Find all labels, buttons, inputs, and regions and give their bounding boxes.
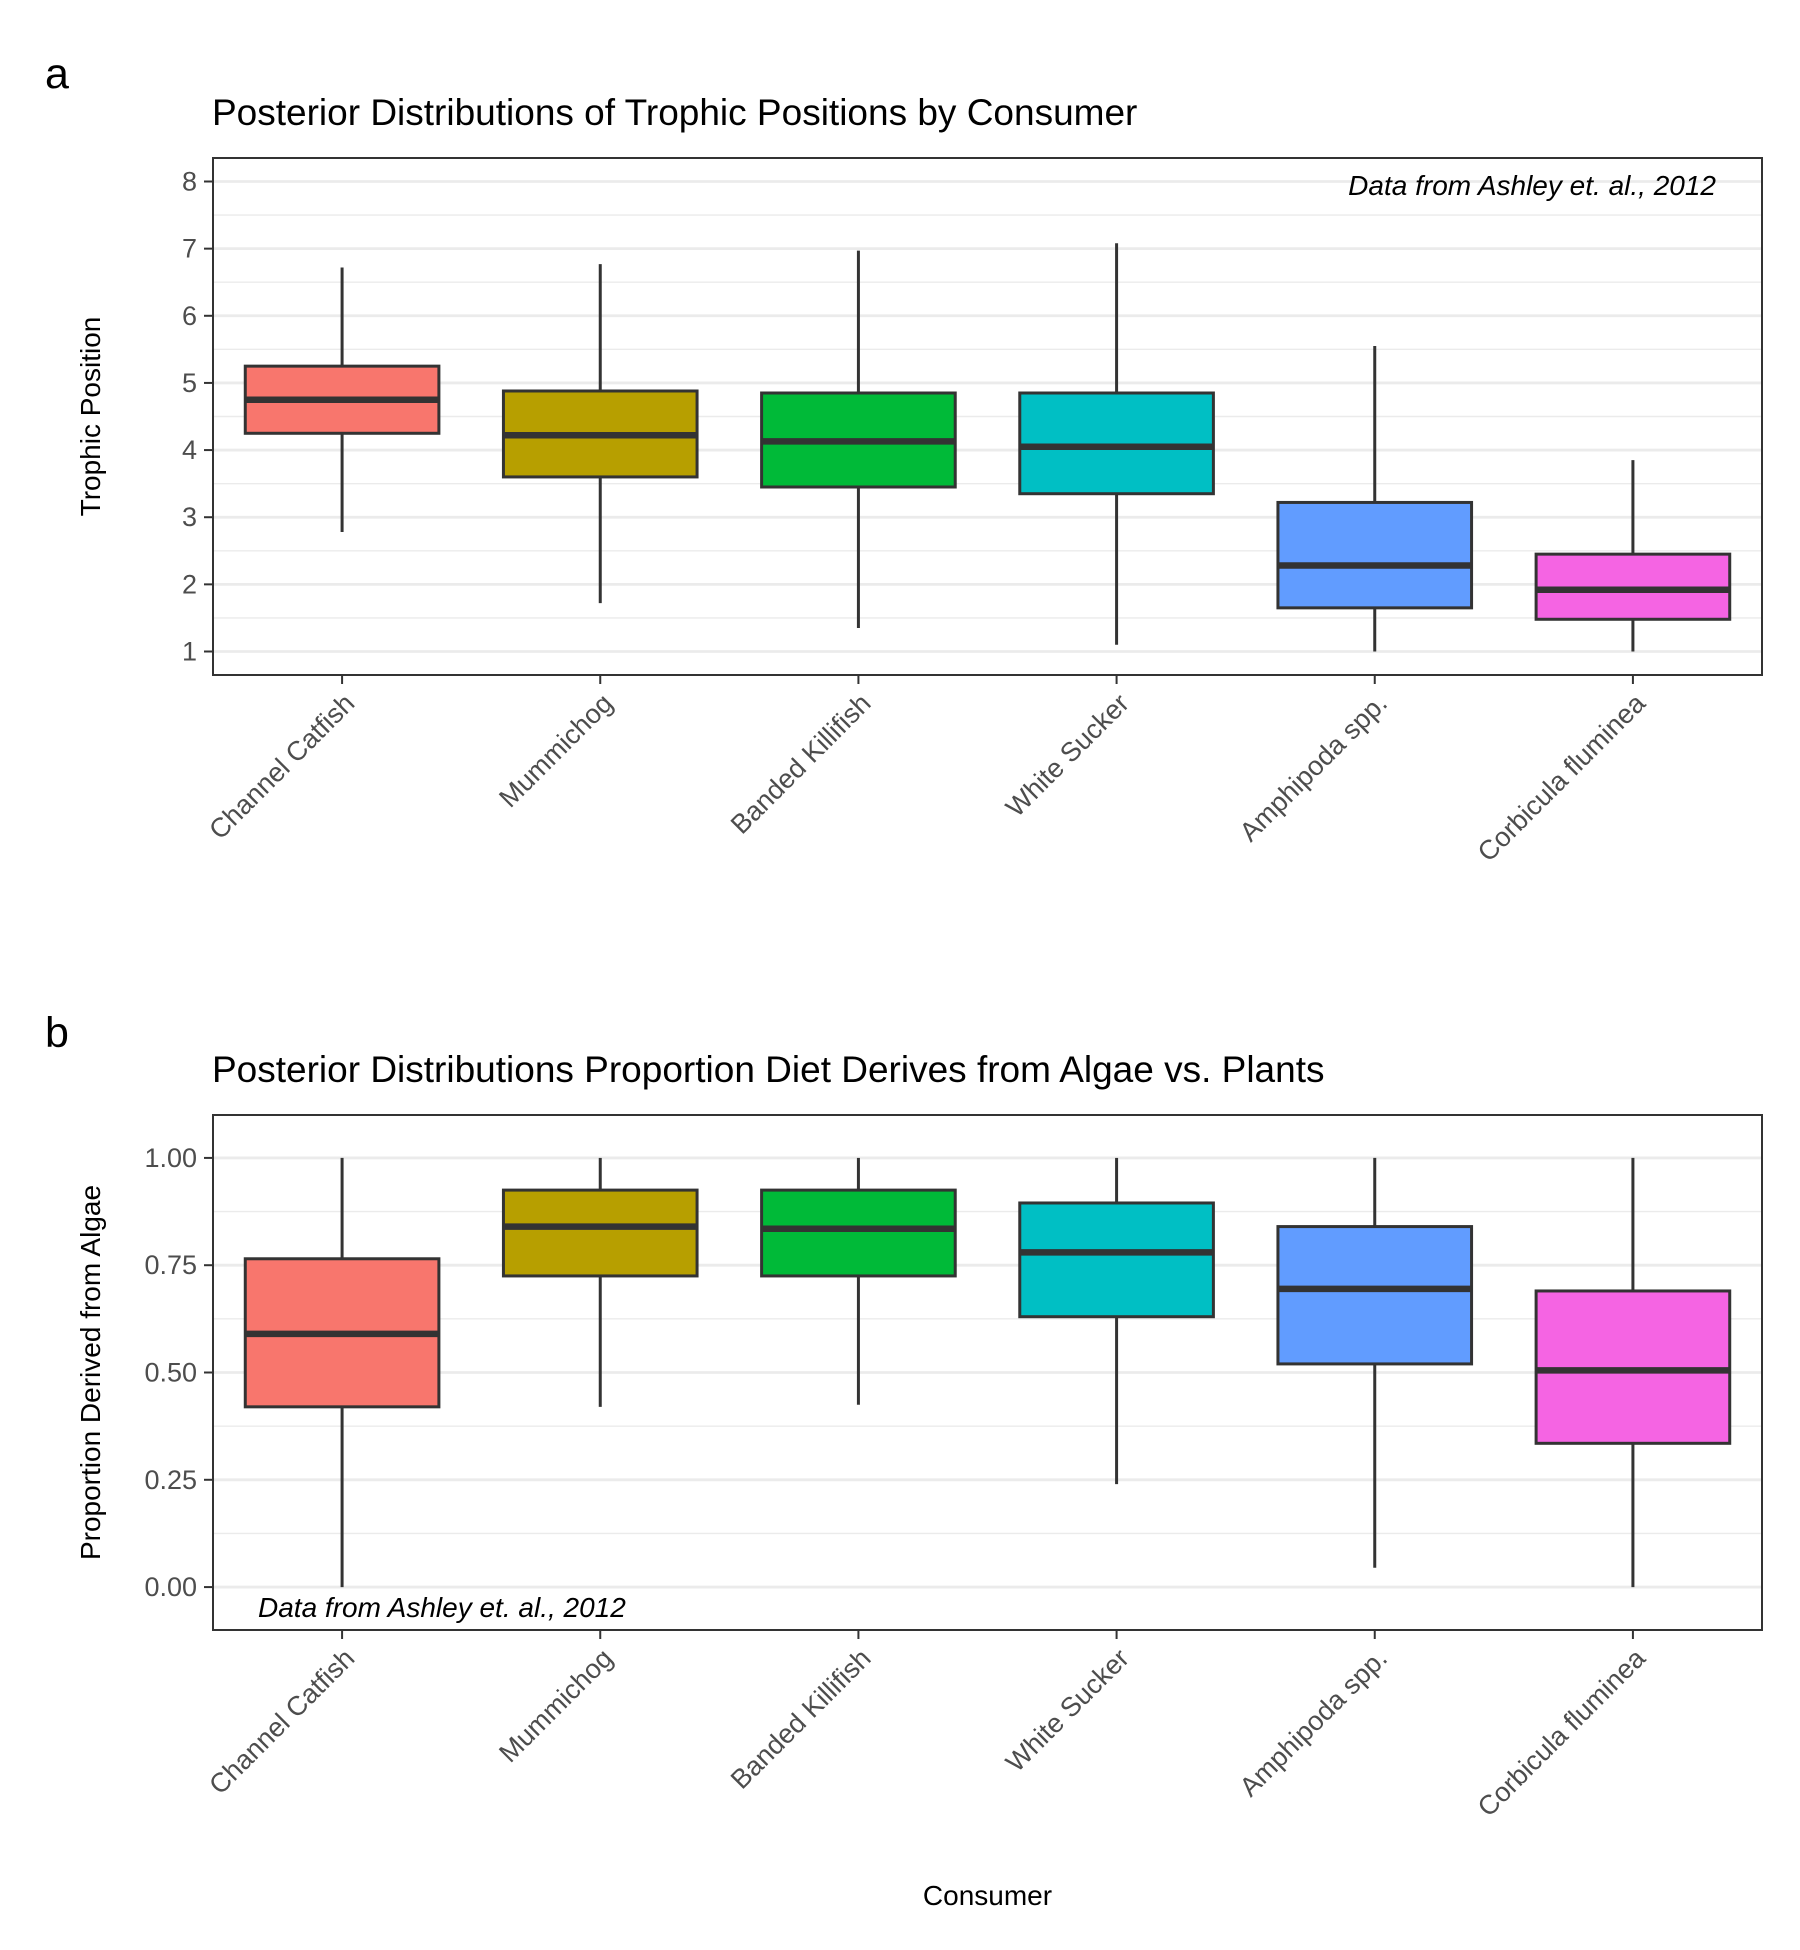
panel-a-panel-border: [212, 157, 1763, 676]
panel-a-box: [1018, 391, 1215, 496]
panel-b-y-tick-label: 0.00: [144, 1572, 197, 1602]
panel-a-x-tick-label: White Sucker: [1000, 688, 1135, 823]
panel-b-y-axis-title: Proportion Derived from Algae: [75, 1185, 106, 1560]
panel-a-letter: a: [45, 50, 69, 98]
panel-b-box: [1018, 1201, 1215, 1319]
panel-b-x-tick-label: Banded Killifish: [725, 1643, 877, 1795]
panel-a-y-tick-label: 4: [182, 435, 197, 465]
panel-b-x-tick-label: Corbicula fluminea: [1472, 1642, 1652, 1822]
panel-a-y-tick-label: 1: [182, 637, 197, 667]
panel-b-box: [1276, 1225, 1474, 1366]
panel-a-y-tick-label: 7: [182, 234, 197, 264]
panel-b-letter: b: [45, 1009, 69, 1057]
panel-a-x-tick-label: Mummichog: [493, 688, 618, 813]
panel-a-annotation: Data from Ashley et. al., 2012: [1348, 170, 1716, 201]
panel-b-panel-border: [212, 1114, 1763, 1631]
panel-b-annotation: Data from Ashley et. al., 2012: [258, 1592, 626, 1623]
panel-b-y-tick-label: 0.50: [144, 1358, 197, 1388]
panel-a-y-axis-title: Trophic Position: [75, 317, 106, 517]
panel-b-y-tick-label: 0.25: [144, 1465, 197, 1495]
panel-b-x-tick-label: Mummichog: [493, 1643, 618, 1768]
panel-a-box: [1276, 500, 1474, 610]
panel-a-x-tick-label: Channel Catfish: [203, 688, 360, 845]
panel-a-x-tick-label: Amphipoda spp.: [1234, 688, 1393, 847]
panel-b-x-tick-label: Channel Catfish: [203, 1643, 360, 1800]
panel-a-y-tick-label: 2: [182, 569, 197, 599]
panel-b-y-tick-label: 0.75: [144, 1250, 197, 1280]
panel-a-y-tick-label: 3: [182, 502, 197, 532]
panel-b-title: Posterior Distributions Proportion Diet …: [212, 1049, 1325, 1090]
panel-b-box: [760, 1188, 957, 1278]
panel-b-y-tick-label: 1.00: [144, 1143, 197, 1173]
panel-a-x-tick-label: Banded Killifish: [725, 688, 877, 840]
panel-a-x-tick-label: Corbicula fluminea: [1472, 687, 1652, 867]
panel-b-x-tick-label: White Sucker: [1000, 1643, 1135, 1778]
panel-a-y-tick-label: 6: [182, 301, 197, 331]
panel-b-x-axis-title: Consumer: [923, 1880, 1052, 1911]
panel-b-box: [501, 1188, 699, 1278]
panel-b-x-tick-label: Amphipoda spp.: [1234, 1643, 1393, 1802]
panel-a-y-tick-label: 8: [182, 167, 197, 197]
panel-a-title: Posterior Distributions of Trophic Posit…: [212, 92, 1137, 133]
panel-a-y-tick-label: 5: [182, 368, 197, 398]
